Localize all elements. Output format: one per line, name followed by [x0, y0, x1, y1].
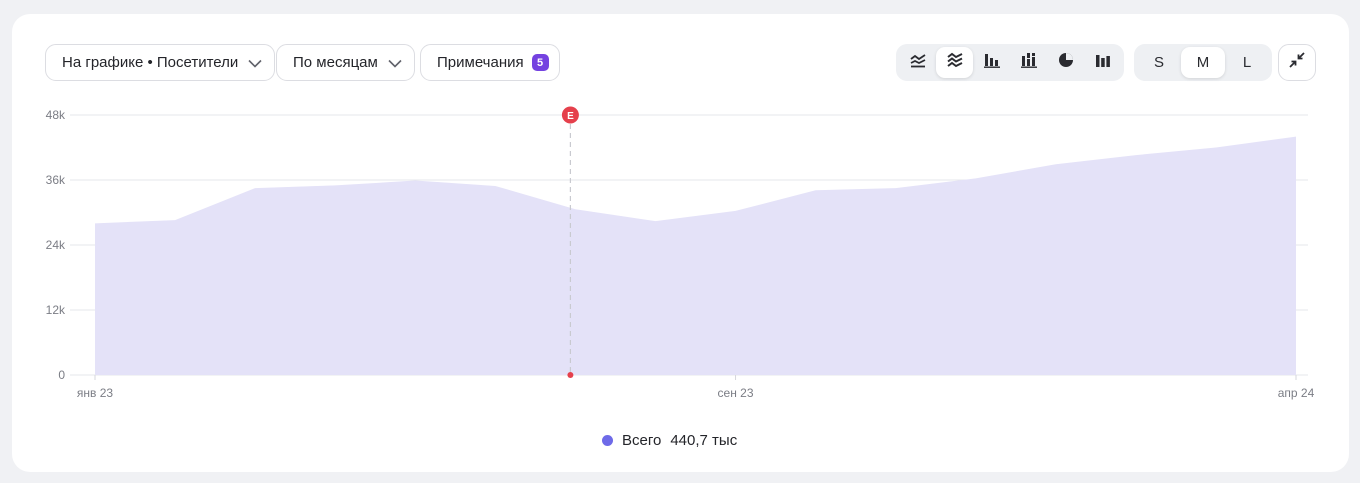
chart-type-switcher	[896, 44, 1124, 81]
size-m-button[interactable]: M	[1181, 47, 1225, 78]
y-tick-label: 48k	[46, 108, 66, 122]
y-tick-label: 24k	[46, 238, 66, 252]
notes-count-badge: 5	[531, 54, 549, 71]
bar-chart-icon	[983, 51, 1001, 74]
annotation-label: E	[567, 111, 574, 122]
legend-dot	[602, 435, 613, 446]
legend-value: 440,7 тыс	[670, 432, 738, 449]
size-l-button[interactable]: L	[1242, 54, 1252, 71]
x-tick-label: янв 23	[77, 386, 114, 400]
grouping-label: По месяцам	[293, 54, 378, 71]
notes-label: Примечания	[437, 54, 524, 71]
legend-label: Всего	[622, 432, 662, 449]
legend-item-total[interactable]: Всего 440,7 тыс	[602, 432, 737, 449]
chevron-down-icon	[248, 56, 262, 70]
chart-metric-dropdown[interactable]: На графике • Посетители	[45, 44, 276, 81]
size-switcher: S M L	[1134, 44, 1272, 81]
annotation-marker[interactable]	[561, 106, 579, 124]
chart-type-column-button[interactable]	[1084, 47, 1121, 78]
y-tick-label: 0	[58, 368, 65, 382]
grouping-dropdown[interactable]: По месяцам	[276, 44, 415, 81]
y-tick-label: 12k	[46, 303, 66, 317]
line-chart-icon	[909, 51, 927, 74]
chevron-down-icon	[388, 56, 402, 70]
chart-metric-label: На графике • Посетители	[62, 54, 239, 71]
series-area-total[interactable]	[95, 136, 1296, 375]
chart-type-stacked-bar-button[interactable]	[1010, 47, 1047, 78]
annotation-point	[567, 372, 574, 378]
chart-type-stacked-area-button[interactable]	[936, 47, 973, 78]
stacked-bar-chart-icon	[1020, 51, 1038, 74]
pie-chart-icon	[1057, 51, 1075, 74]
stacked-area-chart-icon	[946, 51, 964, 74]
chart-type-line-button[interactable]	[899, 47, 936, 78]
collapse-icon	[1288, 51, 1306, 74]
y-tick-label: 36k	[46, 173, 66, 187]
x-tick-label: апр 24	[1278, 386, 1315, 400]
size-s-button[interactable]: S	[1153, 54, 1164, 71]
chart-type-bar-button[interactable]	[973, 47, 1010, 78]
chart-type-pie-button[interactable]	[1047, 47, 1084, 78]
notes-button[interactable]: Примечания 5	[420, 44, 560, 81]
collapse-chart-button[interactable]	[1278, 44, 1316, 81]
x-tick-label: сен 23	[718, 386, 754, 400]
column-chart-icon	[1094, 51, 1112, 74]
